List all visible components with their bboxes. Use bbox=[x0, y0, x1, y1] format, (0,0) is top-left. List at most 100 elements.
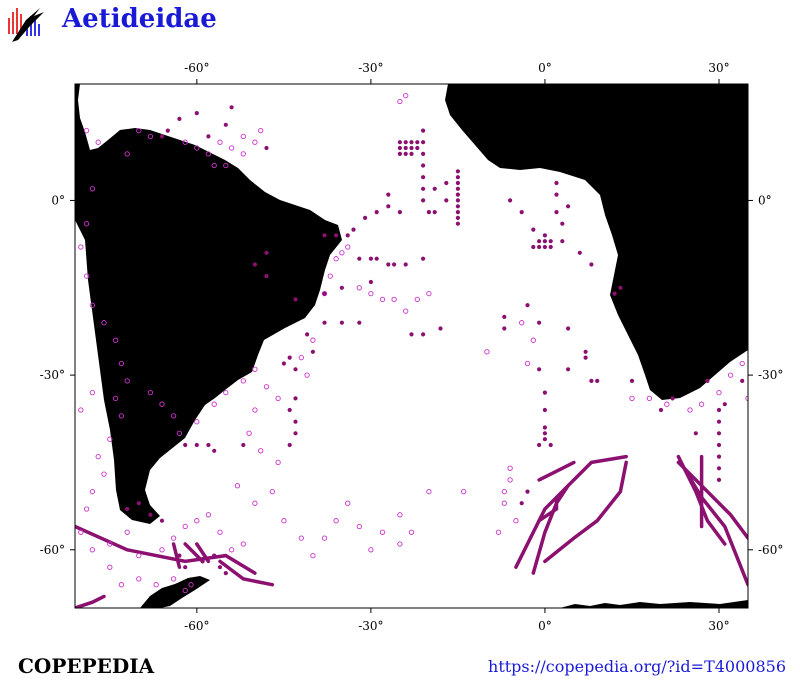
record-point-open bbox=[112, 395, 119, 402]
lon-tick-label-bottom: 30° bbox=[708, 619, 729, 633]
record-point bbox=[368, 279, 373, 285]
record-point bbox=[438, 326, 443, 331]
record-point bbox=[670, 396, 675, 401]
record-point bbox=[345, 233, 350, 238]
record-point-open bbox=[646, 395, 653, 402]
lat-tick-label-right: 0° bbox=[758, 193, 772, 207]
record-point bbox=[554, 192, 559, 197]
record-point-open bbox=[426, 488, 432, 495]
record-point bbox=[548, 244, 553, 250]
record-point bbox=[397, 210, 402, 215]
record-point-open bbox=[136, 552, 142, 559]
record-point bbox=[531, 227, 536, 232]
record-point-open bbox=[310, 337, 316, 343]
record-point-open bbox=[391, 296, 397, 303]
record-point-open bbox=[176, 430, 183, 436]
record-point bbox=[368, 256, 373, 261]
cruise-track bbox=[537, 495, 559, 523]
lon-tick-label-top: -30° bbox=[358, 61, 383, 75]
record-point bbox=[223, 571, 228, 576]
record-point bbox=[223, 122, 228, 127]
record-point bbox=[415, 145, 420, 151]
record-point bbox=[519, 210, 524, 215]
record-point-open bbox=[513, 518, 519, 524]
record-point-open bbox=[170, 535, 177, 541]
record-point bbox=[194, 111, 199, 116]
record-point bbox=[136, 501, 141, 506]
record-point-open bbox=[107, 564, 113, 570]
record-point bbox=[397, 151, 402, 156]
record-point-open bbox=[228, 547, 235, 553]
record-point bbox=[403, 140, 408, 145]
record-point bbox=[537, 320, 542, 325]
record-point bbox=[444, 198, 449, 203]
record-point bbox=[421, 175, 426, 180]
record-point-open bbox=[159, 547, 165, 553]
record-point-open bbox=[263, 384, 270, 390]
record-point bbox=[542, 239, 548, 244]
record-point-open bbox=[124, 151, 130, 157]
record-point-open bbox=[95, 453, 101, 460]
record-point bbox=[339, 320, 344, 325]
record-point-open bbox=[240, 378, 246, 384]
record-point bbox=[287, 407, 292, 413]
record-point bbox=[409, 151, 414, 156]
record-point-open bbox=[426, 290, 432, 297]
lon-tick-label-top: -60° bbox=[184, 61, 209, 75]
record-point bbox=[455, 169, 460, 174]
land-antarctic-peninsula bbox=[140, 576, 210, 608]
record-point bbox=[542, 244, 548, 250]
record-point-open bbox=[356, 523, 362, 530]
record-point-open bbox=[78, 407, 84, 413]
record-point-open bbox=[136, 127, 142, 134]
lon-tick-label-bottom: -60° bbox=[184, 619, 209, 633]
record-point-open bbox=[524, 360, 531, 367]
record-point-open bbox=[153, 582, 159, 588]
record-point-open bbox=[507, 465, 513, 471]
record-point-open bbox=[664, 401, 670, 407]
record-point bbox=[374, 210, 379, 215]
record-point bbox=[310, 349, 315, 354]
record-point bbox=[264, 145, 269, 151]
record-point-open bbox=[246, 430, 252, 436]
record-point-open bbox=[530, 337, 536, 343]
record-point bbox=[554, 180, 559, 186]
record-point-open bbox=[223, 389, 229, 396]
cruise-track bbox=[531, 483, 570, 575]
record-point bbox=[618, 285, 623, 290]
record-point-open bbox=[275, 395, 281, 402]
record-point bbox=[548, 442, 553, 448]
record-point bbox=[589, 378, 594, 383]
record-point bbox=[537, 239, 542, 244]
record-point-open bbox=[194, 419, 200, 425]
record-point-open bbox=[414, 296, 420, 303]
page-title: Aetideidae bbox=[62, 4, 217, 34]
record-point bbox=[386, 192, 391, 197]
record-point-open bbox=[321, 535, 328, 541]
record-point-open bbox=[258, 448, 264, 454]
record-point-open bbox=[403, 308, 409, 314]
record-point-open bbox=[101, 471, 107, 477]
record-point-open bbox=[368, 547, 374, 553]
lat-tick-label-right: -60° bbox=[758, 543, 783, 557]
record-point bbox=[560, 221, 565, 226]
record-point-open bbox=[687, 407, 693, 413]
cruise-track bbox=[682, 466, 748, 587]
lon-tick-label-bottom: -30° bbox=[358, 619, 383, 633]
lon-tick-label-bottom: 0° bbox=[538, 619, 552, 633]
record-point-open bbox=[217, 139, 223, 145]
record-point bbox=[397, 140, 402, 145]
page-url-link[interactable]: https://copepedia.org/?id=T4000856 bbox=[488, 657, 786, 676]
record-point bbox=[363, 215, 368, 220]
record-point-open bbox=[345, 244, 351, 250]
record-point bbox=[293, 431, 298, 436]
record-point bbox=[542, 431, 548, 436]
record-point-open bbox=[629, 395, 635, 402]
record-point bbox=[392, 262, 397, 267]
record-point-open bbox=[89, 547, 96, 553]
record-point-open bbox=[298, 354, 304, 361]
record-point-open bbox=[461, 488, 467, 495]
record-point-open bbox=[356, 285, 362, 291]
record-point-open bbox=[78, 244, 84, 250]
record-point bbox=[293, 367, 298, 372]
